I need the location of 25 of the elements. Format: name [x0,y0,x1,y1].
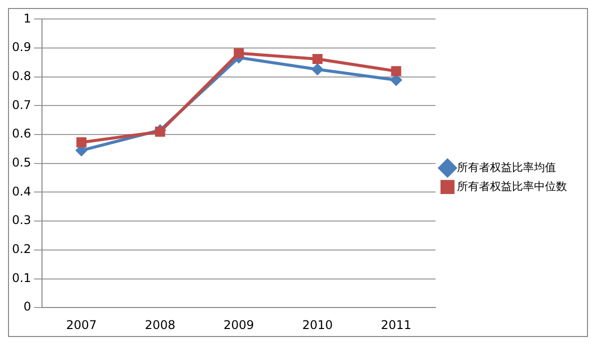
y-tick-label: 0.9 [12,40,32,54]
y-tick-label: 0.4 [12,184,32,198]
x-tick-label: 2008 [144,318,176,332]
y-tick-label: 0.1 [12,270,32,285]
y-tick-label: 0.7 [12,98,32,112]
legend-label: 所有者权益比率均值 [457,160,556,174]
point [76,137,86,148]
y-tick-label: 0.6 [12,126,32,141]
point [312,64,323,75]
y-tick-label: 0.5 [12,156,32,170]
y-tick-label: 0.2 [12,242,32,256]
y-tick-label: 0 [23,300,32,314]
legend-label: 所有者权益比率中位数 [457,180,567,193]
y-tick-label: 1 [23,11,32,26]
x-tick-label: 2007 [66,318,97,332]
x-tick-label: 2010 [302,318,333,332]
point [234,48,244,58]
point [391,66,402,76]
point [155,126,166,137]
point [312,54,323,64]
y-tick-label: 0.3 [12,213,32,228]
point [390,74,402,86]
x-tick-label: 2011 [380,318,412,332]
x-tick-label: 2009 [224,318,254,332]
y-tick-label: 0.8 [12,69,32,84]
